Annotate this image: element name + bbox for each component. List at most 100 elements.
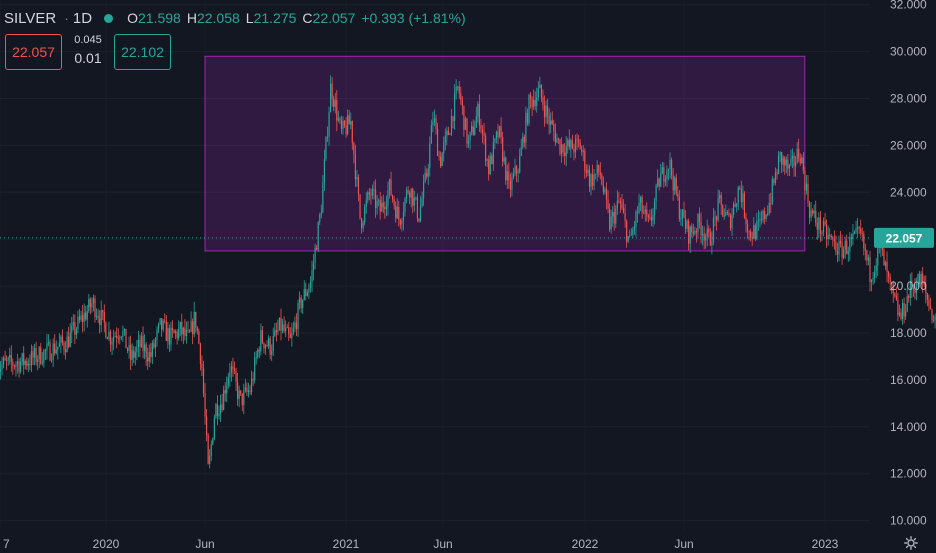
candle-body bbox=[619, 201, 622, 204]
candle-body bbox=[776, 172, 778, 174]
candle-body bbox=[271, 350, 273, 355]
candle-body bbox=[71, 326, 73, 333]
candle-body bbox=[641, 196, 643, 213]
candle-body bbox=[562, 144, 564, 153]
candle-body bbox=[640, 196, 642, 203]
candle-body bbox=[322, 182, 324, 213]
candle-body bbox=[26, 361, 28, 366]
candle-body bbox=[272, 335, 274, 351]
candle-body bbox=[497, 132, 499, 138]
candle-body bbox=[560, 144, 563, 154]
gear-icon[interactable] bbox=[904, 536, 918, 550]
candle-body bbox=[736, 203, 738, 207]
candle-body bbox=[15, 364, 17, 367]
candle-body bbox=[533, 99, 535, 108]
candle-body bbox=[305, 289, 307, 296]
candle-body bbox=[847, 251, 849, 254]
candle-body bbox=[331, 83, 333, 99]
candle-body bbox=[877, 247, 879, 266]
candle-body bbox=[139, 339, 141, 348]
candle-body bbox=[869, 257, 871, 283]
candle-body bbox=[153, 343, 155, 348]
candle-body bbox=[82, 315, 84, 322]
range-rectangle[interactable] bbox=[204, 55, 806, 252]
candle-body bbox=[326, 136, 329, 138]
candle-body bbox=[162, 320, 164, 330]
candle-body bbox=[929, 305, 932, 310]
candle-body bbox=[156, 329, 158, 340]
candle-body bbox=[190, 321, 192, 332]
candle-body bbox=[340, 120, 343, 129]
candle-body bbox=[89, 299, 91, 308]
candle-body bbox=[686, 220, 688, 229]
candle-body bbox=[440, 156, 442, 167]
candle-body bbox=[154, 339, 157, 348]
candle-body bbox=[402, 212, 405, 221]
candle-body bbox=[624, 212, 626, 221]
candle-body bbox=[505, 157, 507, 181]
candle-body bbox=[782, 157, 784, 165]
candle-body bbox=[595, 173, 597, 175]
open-key: O bbox=[127, 10, 138, 26]
candle-body bbox=[760, 219, 763, 221]
candle-body bbox=[719, 194, 721, 199]
candle-body bbox=[92, 298, 95, 304]
candle-body bbox=[897, 299, 899, 316]
candle-body bbox=[339, 118, 341, 121]
candle-body bbox=[917, 273, 919, 287]
candle-body bbox=[512, 174, 515, 178]
candle-body bbox=[300, 297, 302, 308]
candle-body bbox=[95, 316, 98, 317]
candle-body bbox=[722, 204, 724, 217]
price-axis[interactable]: 10.00012.00014.00016.00018.00020.00022.0… bbox=[890, 0, 927, 528]
candle-body bbox=[117, 337, 119, 339]
candle-body bbox=[41, 362, 43, 364]
candle-body bbox=[119, 337, 121, 339]
candle-body bbox=[173, 330, 175, 334]
candle-body bbox=[328, 112, 330, 137]
candle-body bbox=[609, 208, 611, 230]
candle-body bbox=[357, 177, 360, 195]
candle-body bbox=[178, 329, 180, 339]
symbol-name[interactable]: SILVER bbox=[4, 9, 57, 27]
candle-body bbox=[923, 282, 925, 285]
x-tick-label: 2022 bbox=[572, 537, 599, 551]
candle-body bbox=[261, 330, 263, 343]
candle-body bbox=[150, 352, 152, 357]
candle-body bbox=[545, 105, 547, 118]
candle-body bbox=[626, 220, 628, 242]
candle-body bbox=[23, 353, 25, 365]
candle-body bbox=[599, 172, 601, 175]
candle-body bbox=[120, 336, 122, 338]
candle-body bbox=[373, 189, 375, 190]
x-tick-label: 2023 bbox=[812, 537, 839, 551]
candle-body bbox=[471, 126, 473, 132]
candle-body bbox=[553, 124, 555, 132]
candle-body bbox=[316, 247, 318, 250]
candle-body bbox=[629, 235, 631, 237]
candle-body bbox=[312, 262, 315, 271]
candle-body bbox=[636, 211, 639, 213]
timeframe-label[interactable]: 1D bbox=[72, 9, 93, 27]
candle-body bbox=[219, 404, 222, 414]
time-axis[interactable]: 7 2020 Jun 2021 Jun 2022 Jun 2023 bbox=[3, 537, 839, 551]
candle-body bbox=[565, 145, 567, 156]
candle-body bbox=[7, 357, 9, 361]
candle-body bbox=[498, 126, 501, 138]
buy-button[interactable]: 22.102 bbox=[114, 34, 171, 70]
candle-body bbox=[922, 273, 924, 283]
candle-body bbox=[443, 142, 445, 153]
candle-body bbox=[785, 159, 787, 166]
sell-button[interactable]: 22.057 bbox=[5, 34, 62, 70]
candle-body bbox=[77, 316, 79, 330]
candle-body bbox=[238, 390, 240, 399]
candle-body bbox=[75, 329, 77, 335]
candle-body bbox=[353, 143, 355, 155]
candle-body bbox=[703, 234, 705, 241]
candle-body bbox=[864, 248, 866, 251]
candle-body bbox=[650, 217, 653, 221]
candle-body bbox=[226, 385, 228, 394]
candle-body bbox=[680, 218, 682, 220]
candle-body bbox=[891, 281, 893, 286]
